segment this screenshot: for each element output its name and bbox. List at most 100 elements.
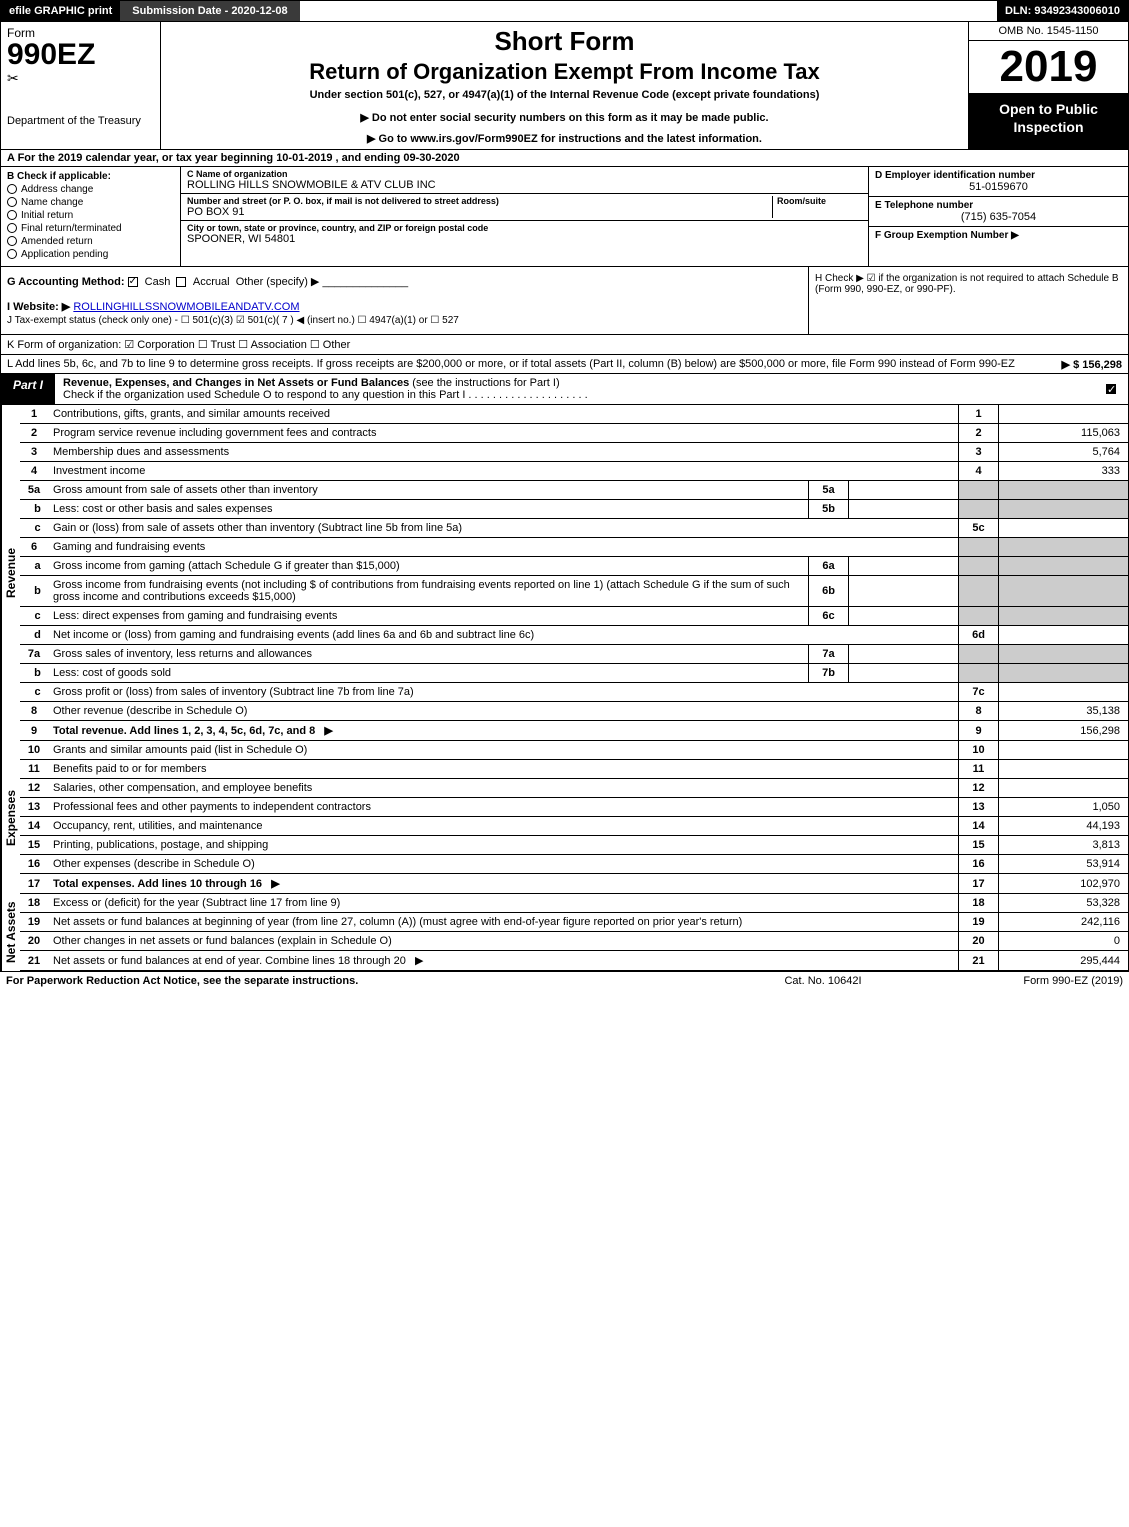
line-6d: d Net income or (loss) from gaming and f…	[20, 626, 1129, 645]
line-13-desc: Professional fees and other payments to …	[48, 798, 959, 817]
line-6c-icol: 6c	[809, 607, 849, 626]
line-19-desc: Net assets or fund balances at beginning…	[48, 913, 959, 932]
line-6d-col: 6d	[959, 626, 999, 645]
line-7a-ival	[849, 645, 959, 664]
checkbox-application-pending[interactable]	[7, 249, 17, 259]
line-18-desc: Excess or (deficit) for the year (Subtra…	[48, 894, 959, 913]
expenses-section: Expenses 10 Grants and similar amounts p…	[0, 741, 1129, 894]
section-l-row: L Add lines 5b, 6c, and 7b to line 9 to …	[0, 355, 1129, 374]
line-6-desc: Gaming and fundraising events	[48, 538, 959, 557]
net-assets-table: 18 Excess or (deficit) for the year (Sub…	[20, 894, 1129, 971]
form-ref: Form 990-EZ (2019)	[923, 975, 1123, 987]
part-i-instr: (see the instructions for Part I)	[409, 377, 559, 389]
line-21: 21 Net assets or fund balances at end of…	[20, 951, 1129, 971]
catalog-number: Cat. No. 10642I	[723, 975, 923, 987]
line-5b-shade2	[999, 500, 1129, 519]
line-5a-shade2	[999, 481, 1129, 500]
line-10-desc: Grants and similar amounts paid (list in…	[48, 741, 959, 760]
header-center: Short Form Return of Organization Exempt…	[161, 22, 968, 149]
part-i-title: Revenue, Expenses, and Changes in Net As…	[63, 377, 409, 389]
line-6b-shade2	[999, 576, 1129, 607]
line-5b-shade1	[959, 500, 999, 519]
line-5b: b Less: cost or other basis and sales ex…	[20, 500, 1129, 519]
line-9-desc-wrap: Total revenue. Add lines 1, 2, 3, 4, 5c,…	[48, 721, 959, 741]
room-label: Room/suite	[777, 196, 862, 206]
checkbox-amended-return[interactable]	[7, 236, 17, 246]
checkbox-cash[interactable]	[128, 277, 138, 287]
line-15-desc: Printing, publications, postage, and shi…	[48, 836, 959, 855]
website-row: I Website: ▶ ROLLINGHILLSSNOWMOBILEANDAT…	[7, 300, 802, 313]
ein-value: 51-0159670	[875, 181, 1122, 193]
line-6b-desc: Gross income from fundraising events (no…	[48, 576, 809, 607]
line-12-val	[999, 779, 1129, 798]
line-11-num: 11	[20, 760, 48, 779]
line-2-desc: Program service revenue including govern…	[48, 424, 959, 443]
line-10-col: 10	[959, 741, 999, 760]
line-14-desc: Occupancy, rent, utilities, and maintena…	[48, 817, 959, 836]
checkbox-address-change[interactable]	[7, 184, 17, 194]
form-header: Form 990EZ ✂ Department of the Treasury …	[0, 22, 1129, 150]
checkbox-name-change[interactable]	[7, 197, 17, 207]
line-6c-desc: Less: direct expenses from gaming and fu…	[48, 607, 809, 626]
section-b: B Check if applicable: Address change Na…	[1, 167, 181, 266]
section-k-row: K Form of organization: ☑ Corporation ☐ …	[0, 335, 1129, 355]
section-j-row: J Tax-exempt status (check only one) - ☐…	[7, 315, 802, 326]
line-8-desc: Other revenue (describe in Schedule O)	[48, 702, 959, 721]
line-5a-num: 5a	[20, 481, 48, 500]
part-i-label: Part I	[1, 374, 55, 404]
ssn-warning: ▶ Do not enter social security numbers o…	[169, 111, 960, 124]
line-7a-icol: 7a	[809, 645, 849, 664]
line-16-num: 16	[20, 855, 48, 874]
line-11-col: 11	[959, 760, 999, 779]
accounting-method-row: G Accounting Method: Cash Accrual Other …	[7, 275, 802, 288]
checkbox-final-return[interactable]	[7, 223, 17, 233]
website-link[interactable]: ROLLINGHILLSSNOWMOBILEANDATV.COM	[73, 301, 299, 313]
phone-value: (715) 635-7054	[875, 211, 1122, 223]
line-5c-num: c	[20, 519, 48, 538]
label-cash: Cash	[145, 276, 171, 288]
line-20-col: 20	[959, 932, 999, 951]
line-15: 15 Printing, publications, postage, and …	[20, 836, 1129, 855]
line-17: 17 Total expenses. Add lines 10 through …	[20, 874, 1129, 894]
line-11-val	[999, 760, 1129, 779]
return-title: Return of Organization Exempt From Incom…	[169, 59, 960, 85]
line-15-col: 15	[959, 836, 999, 855]
line-5a-shade1	[959, 481, 999, 500]
line-16: 16 Other expenses (describe in Schedule …	[20, 855, 1129, 874]
line-17-desc-wrap: Total expenses. Add lines 10 through 16 …	[48, 874, 959, 894]
efile-print-button[interactable]: efile GRAPHIC print	[1, 1, 120, 21]
line-19-num: 19	[20, 913, 48, 932]
line-6b-num: b	[20, 576, 48, 607]
line-9: 9 Total revenue. Add lines 1, 2, 3, 4, 5…	[20, 721, 1129, 741]
line-6a-shade2	[999, 557, 1129, 576]
line-6c-shade2	[999, 607, 1129, 626]
checkbox-schedule-o[interactable]	[1106, 384, 1116, 394]
line-9-col: 9	[959, 721, 999, 741]
line-17-col: 17	[959, 874, 999, 894]
instructions-link[interactable]: ▶ Go to www.irs.gov/Form990EZ for instru…	[169, 132, 960, 145]
ein-label: D Employer identification number	[875, 170, 1122, 181]
line-6a-icol: 6a	[809, 557, 849, 576]
checkbox-accrual[interactable]	[176, 277, 186, 287]
section-l-amount: ▶ $ 156,298	[1062, 358, 1122, 371]
line-7b-desc: Less: cost of goods sold	[48, 664, 809, 683]
line-9-desc: Total revenue. Add lines 1, 2, 3, 4, 5c,…	[53, 725, 315, 737]
label-other-specify: Other (specify) ▶	[236, 276, 320, 288]
line-20-num: 20	[20, 932, 48, 951]
line-6-num: 6	[20, 538, 48, 557]
line-7a-desc: Gross sales of inventory, less returns a…	[48, 645, 809, 664]
line-5a-ival	[849, 481, 959, 500]
section-c: C Name of organization ROLLING HILLS SNO…	[181, 167, 868, 266]
section-i-label: I Website: ▶	[7, 301, 70, 313]
line-18-val: 53,328	[999, 894, 1129, 913]
line-7b: b Less: cost of goods sold 7b	[20, 664, 1129, 683]
label-accrual: Accrual	[193, 276, 230, 288]
checkbox-initial-return[interactable]	[7, 210, 17, 220]
line-14-val: 44,193	[999, 817, 1129, 836]
line-1: 1 Contributions, gifts, grants, and simi…	[20, 405, 1129, 424]
line-6a-shade1	[959, 557, 999, 576]
line-10-num: 10	[20, 741, 48, 760]
line-7c-num: c	[20, 683, 48, 702]
line-15-num: 15	[20, 836, 48, 855]
line-11: 11 Benefits paid to or for members 11	[20, 760, 1129, 779]
